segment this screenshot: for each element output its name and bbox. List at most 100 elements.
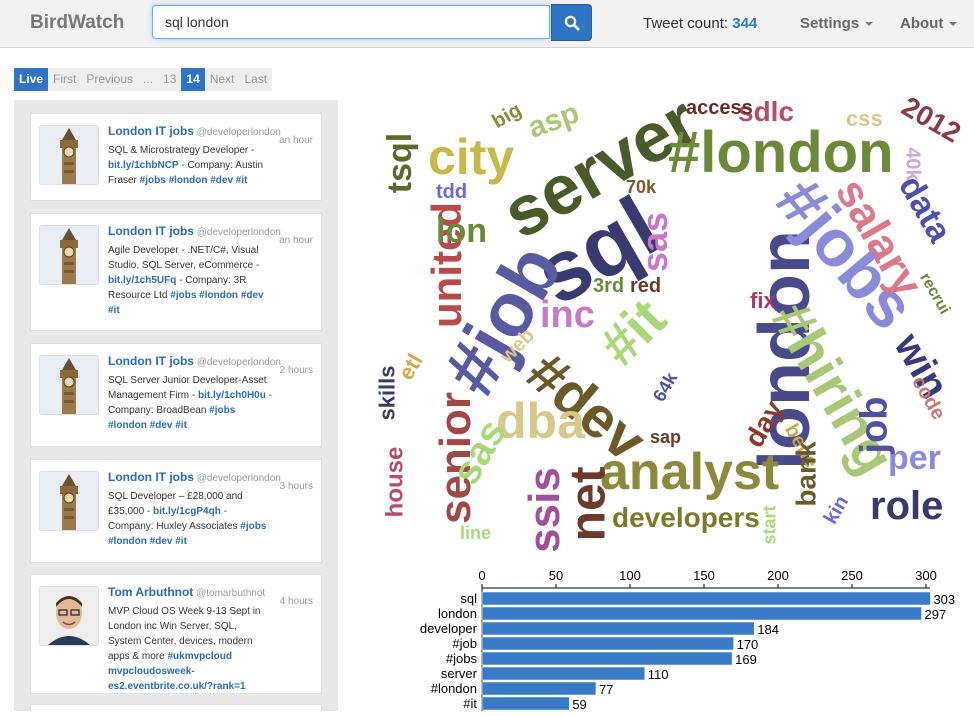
cloud-word[interactable]: skills [374, 365, 400, 421]
pager-previous[interactable]: Previous [86, 72, 134, 86]
cloud-word[interactable]: css [846, 106, 883, 131]
tweet-link[interactable]: bit.ly/1chbNCP [108, 160, 179, 171]
tweet-link[interactable]: bit.ly/1ch5UFq [108, 275, 177, 286]
pagination: Live First Previous ... 13 14 Next Last [14, 68, 273, 91]
cloud-word[interactable]: start [759, 505, 780, 545]
tweet-link[interactable]: #jobs #london #dev #it [108, 405, 236, 431]
tweet-author-name[interactable]: Tom Arbuthnot [108, 585, 194, 599]
brand-logo[interactable]: BirdWatch [30, 12, 125, 33]
search-input[interactable] [152, 5, 550, 39]
tweet-card: London IT jobs @developerlondon SQL Serve… [30, 343, 322, 447]
cloud-word[interactable]: tsql [381, 132, 420, 194]
tweet-time: 3 hours [279, 481, 313, 492]
bar [481, 606, 922, 621]
tweet-link[interactable]: #jobs #london #dev #it [139, 175, 248, 186]
pager-first[interactable]: First [53, 72, 77, 86]
pager-last[interactable]: Last [244, 72, 268, 86]
x-axis-tick-label: 50 [549, 568, 563, 583]
about-menu[interactable]: About [900, 15, 958, 32]
cloud-word[interactable]: sdlc [738, 96, 795, 127]
tweet-text-segment: SQL Server Junior Developer-Asset Manage… [108, 375, 267, 401]
cloud-word[interactable]: big [488, 98, 526, 134]
tweet-header: Tom Arbuthnot @tomarbuthnot [108, 585, 311, 601]
pager-live[interactable]: Live [14, 68, 49, 91]
pager-next[interactable]: Next [209, 72, 235, 86]
cloud-word[interactable]: 70k [626, 177, 657, 197]
tweet-author-handle: @developerlondon [193, 357, 281, 368]
cloud-word[interactable]: tdd [436, 181, 468, 203]
bar-category-label: #job [452, 636, 477, 651]
tweet-link[interactable]: #ukmvpcloud mvpcloudosweek-es2.eventbrit… [108, 651, 246, 692]
tweet-link[interactable]: #jobs #london #dev #it [108, 521, 267, 547]
tweet-card: London IT jobs @developerlondon SQL Devel… [30, 459, 322, 563]
tweet-card: Tom Arbuthnot @tomarbuthnot MVP Cloud OS … [30, 574, 322, 694]
word-cloud: sql server #london london #jobs #job analyst #d… [360, 81, 974, 566]
tweet-text: SQL Developer – £28,000 and £35,000 - bi… [108, 489, 273, 549]
cloud-word[interactable]: 3rd [593, 275, 625, 297]
x-axis-tick-label: 100 [619, 568, 641, 583]
settings-menu[interactable]: Settings [800, 15, 874, 32]
caret-down-icon [865, 22, 874, 27]
tweet-author-name[interactable]: London IT jobs [108, 470, 194, 484]
tweet-link[interactable]: #jobs #london #dev #it [108, 290, 264, 316]
pager-page-14[interactable]: 14 [181, 68, 205, 91]
cloud-word[interactable]: fix [750, 288, 776, 313]
tweet-body: Tom Arbuthnot @tomarbuthnot MVP Cloud OS … [108, 585, 311, 694]
tweet-author-name[interactable]: London IT jobs [108, 224, 194, 238]
cloud-word[interactable]: developers [612, 502, 760, 533]
cloud-word[interactable]: dba [496, 393, 585, 449]
bar-value-label: 170 [737, 637, 759, 652]
tweet-author-name[interactable]: London IT jobs [108, 354, 194, 368]
cloud-word[interactable]: access [686, 97, 753, 119]
bar-value-label: 77 [599, 682, 613, 697]
tweet-text-segment: SQL Developer – £28,000 and £35,000 - [108, 491, 243, 517]
tweet-card: London IT jobs @developerlondon SQL & Mic… [30, 113, 322, 201]
cloud-word[interactable]: red [630, 275, 662, 297]
tweet-text: SQL & Microstrategy Developer - bit.ly/1… [108, 143, 273, 188]
cloud-word[interactable]: 64k [648, 368, 682, 406]
cloud-word[interactable]: #london [668, 120, 894, 185]
tweet-link[interactable]: bit.ly/1cgP4qh [153, 506, 221, 517]
about-label: About [900, 15, 944, 32]
cloud-word[interactable]: role [870, 484, 944, 528]
cloud-word[interactable]: 2012 [896, 90, 967, 149]
cloud-word[interactable]: net [559, 466, 616, 542]
avatar[interactable] [39, 471, 99, 531]
cloud-word[interactable]: job [853, 396, 896, 454]
cloud-word[interactable]: bank [790, 441, 822, 507]
cloud-word[interactable]: per [888, 439, 941, 477]
cloud-word[interactable]: analyst [600, 443, 780, 501]
bar [481, 651, 733, 666]
tweet-count: Tweet count: 344 [643, 15, 757, 32]
cloud-word[interactable]: city [428, 129, 515, 185]
bar [481, 696, 570, 711]
tweet-count-value: 344 [732, 15, 758, 32]
tweet-author-handle: @tomarbuthnot [193, 588, 266, 599]
cloud-word[interactable]: house [381, 446, 409, 518]
avatar[interactable] [39, 586, 99, 646]
cloud-word[interactable]: lon [436, 212, 487, 250]
cloud-word[interactable]: sas [634, 211, 676, 273]
avatar[interactable] [39, 125, 99, 185]
pager-page-13[interactable]: 13 [163, 72, 177, 86]
tweet-body: London IT jobs @developerlondon Agile Dev… [108, 224, 311, 318]
cloud-word[interactable]: sap [650, 427, 682, 447]
big-ben-avatar-image [40, 226, 98, 284]
tweet-text: SQL Server Junior Developer-Asset Manage… [108, 373, 273, 433]
cloud-word[interactable]: ssis [519, 467, 569, 553]
tweet-text-segment: SQL & Microstrategy Developer - [108, 145, 255, 156]
search-button[interactable] [551, 4, 592, 41]
cloud-word[interactable]: 40k [901, 147, 924, 181]
cloud-word[interactable]: etl [393, 349, 428, 385]
cloud-word[interactable]: line [460, 523, 492, 543]
cloud-word[interactable]: kin [819, 491, 854, 529]
bar-chart-svg: 0 50 100 150 200 250 300 sql 303 london 297 develop… [420, 568, 955, 712]
avatar[interactable] [39, 225, 99, 285]
avatar[interactable] [39, 355, 99, 415]
cloud-word[interactable]: inc [540, 294, 595, 336]
tweet-author-name[interactable]: London IT jobs [108, 124, 194, 138]
bar [481, 666, 646, 681]
tweet-body: London IT jobs @developerlondon SQL & Mic… [108, 124, 311, 188]
tweet-list[interactable]: London IT jobs @developerlondon SQL & Mic… [14, 100, 338, 711]
tweet-link[interactable]: bit.ly/1ch0H0u [198, 390, 266, 401]
